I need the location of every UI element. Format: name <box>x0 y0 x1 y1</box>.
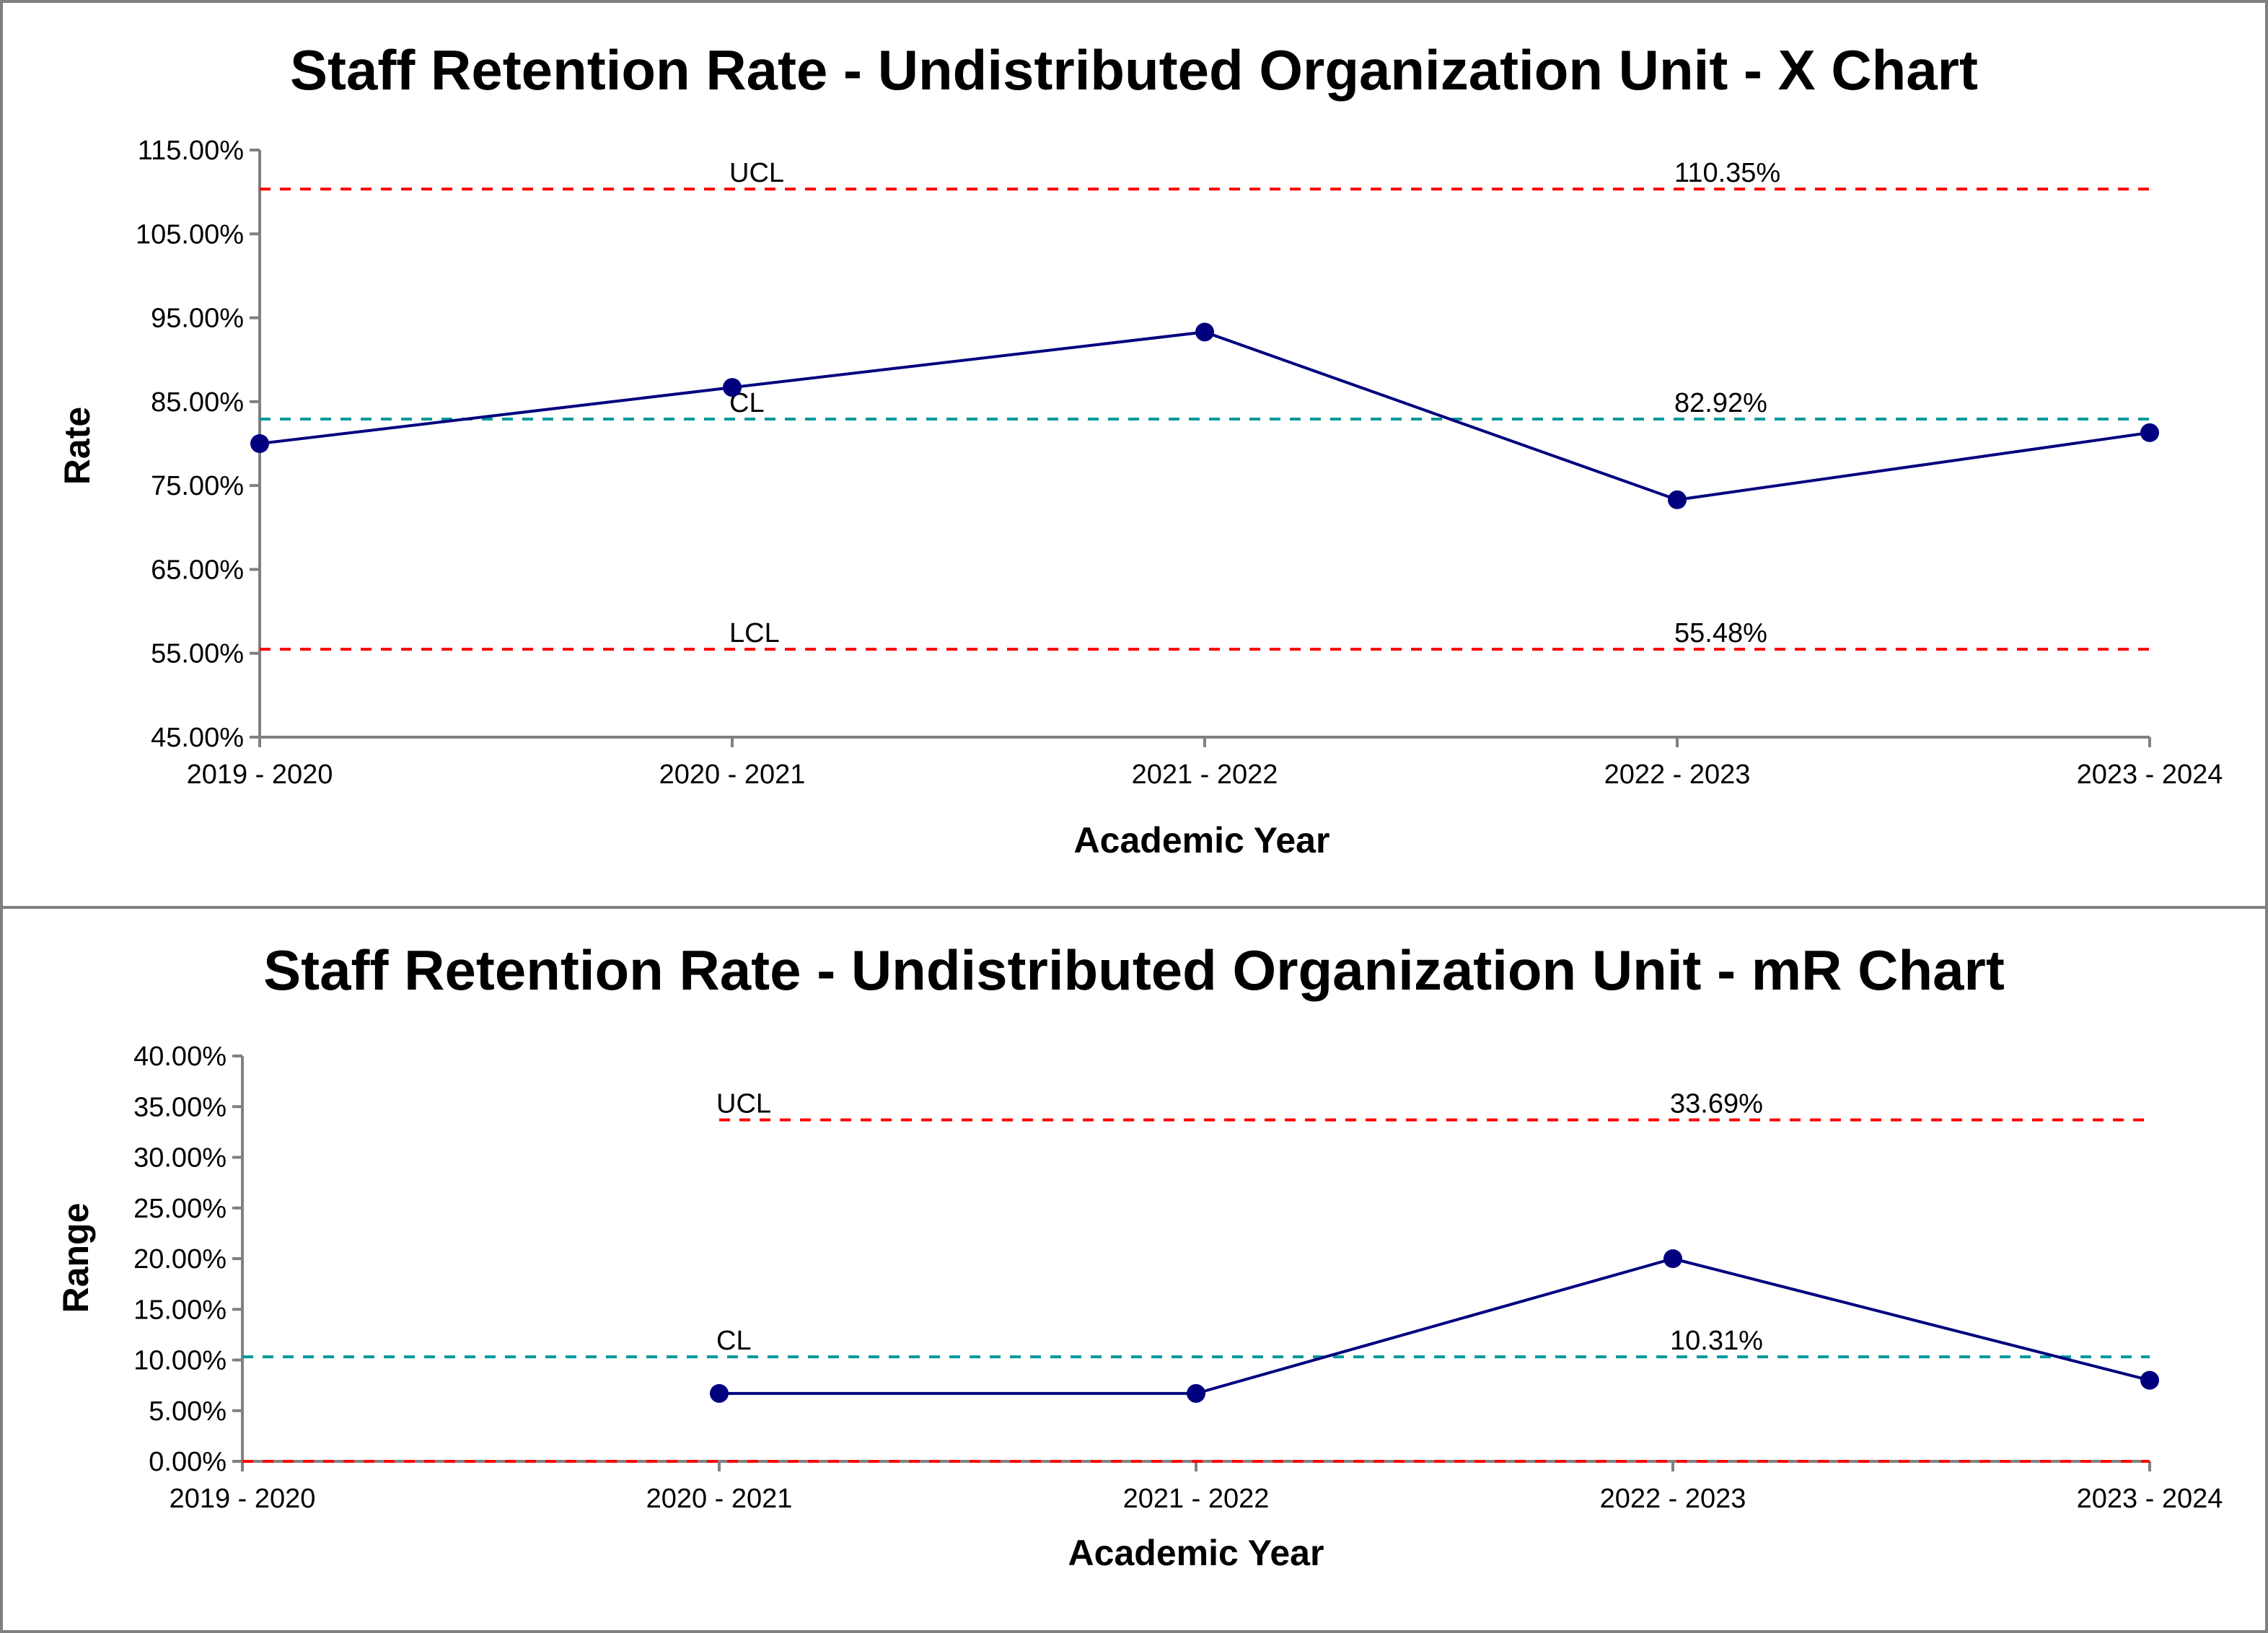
x-chart-x-tick-label: 2023 - 2024 <box>2077 760 2223 790</box>
x-chart-data-point <box>1668 490 1687 509</box>
mr-chart-y-tick-label: 10.00% <box>133 1346 227 1376</box>
mr-chart-x-axis-title: Academic Year <box>1068 1533 1324 1573</box>
x-chart-series-line <box>259 330 2150 501</box>
mr-chart-x-tick-label: 2023 - 2024 <box>2077 1484 2223 1514</box>
mr-chart-y-tick-label: 0.00% <box>149 1447 227 1477</box>
mr-chart-y-tick-label: 25.00% <box>133 1194 227 1224</box>
x-chart-x-tick-label: 2019 - 2020 <box>187 760 333 790</box>
x-chart-data-point <box>2140 423 2159 442</box>
mr-chart-y-tick-label: 40.00% <box>133 1042 227 1072</box>
x-chart-lcl-label: LCL <box>729 618 780 648</box>
mr-chart-cl-label: CL <box>716 1326 752 1356</box>
x-chart-y-tick-label: 55.00% <box>151 639 244 669</box>
x-chart-title: Staff Retention Rate - Undistributed Org… <box>290 38 1978 102</box>
mr-chart-y-axis-title: Range <box>56 1203 96 1313</box>
x-chart-x-axis-title: Academic Year <box>1074 820 1330 860</box>
x-chart-y-tick-label: 85.00% <box>151 387 244 418</box>
mr-chart-y-tick-label: 35.00% <box>133 1092 227 1122</box>
mr-chart-title: Staff Retention Rate - Undistributed Org… <box>263 938 2005 1002</box>
mr-chart-x-tick-label: 2019 - 2020 <box>170 1484 316 1514</box>
mr-chart: Staff Retention Rate - Undistributed Org… <box>56 938 2223 1573</box>
x-chart-panel: Staff Retention Rate - Undistributed Org… <box>0 0 2268 912</box>
mr-chart-x-tick-label: 2021 - 2022 <box>1123 1484 1270 1514</box>
mr-chart-panel: Staff Retention Rate - Undistributed Org… <box>0 906 2268 1633</box>
x-chart-x-tick-label: 2020 - 2021 <box>659 760 806 790</box>
x-chart-ucl-label: UCL <box>729 158 784 188</box>
x-chart-ucl-value-label: 110.35% <box>1674 158 1780 188</box>
mr-chart-y-tick-label: 20.00% <box>133 1244 227 1275</box>
x-chart-data-point <box>250 434 269 453</box>
x-chart-data-point <box>723 378 742 397</box>
mr-chart-y-tick-label: 15.00% <box>133 1295 227 1325</box>
x-chart-y-tick-label: 115.00% <box>138 136 244 166</box>
mr-chart-x-tick-label: 2022 - 2023 <box>1600 1484 1746 1514</box>
mr-chart-ucl-value-label: 33.69% <box>1670 1089 1763 1119</box>
x-chart-data-point <box>1195 322 1214 342</box>
mr-chart-ucl-label: UCL <box>716 1089 771 1119</box>
x-chart-y-tick-label: 75.00% <box>151 471 244 501</box>
x-chart-y-tick-label: 95.00% <box>151 304 244 334</box>
mr-chart-series-line <box>719 1256 2150 1395</box>
x-chart-lcl-value-label: 55.48% <box>1674 618 1767 648</box>
x-chart-x-tick-label: 2021 - 2022 <box>1132 760 1278 790</box>
x-chart-x-tick-label: 2022 - 2023 <box>1604 760 1751 790</box>
mr-chart-y-tick-label: 5.00% <box>149 1396 227 1427</box>
mr-chart-data-point <box>2140 1370 2159 1390</box>
x-chart-y-tick-label: 45.00% <box>151 723 244 753</box>
x-chart-y-tick-label: 105.00% <box>136 219 244 250</box>
mr-chart-data-point <box>1663 1249 1682 1268</box>
x-chart: Staff Retention Rate - Undistributed Org… <box>57 38 2223 860</box>
mr-chart-data-point <box>1187 1383 1205 1403</box>
x-chart-y-axis-title: Rate <box>57 407 97 485</box>
mr-chart-x-tick-label: 2020 - 2021 <box>646 1484 793 1514</box>
mr-chart-data-point <box>710 1383 729 1403</box>
x-chart-y-tick-label: 65.00% <box>151 555 244 585</box>
x-chart-cl-value-label: 82.92% <box>1674 388 1767 418</box>
mr-chart-cl-value-label: 10.31% <box>1670 1326 1763 1356</box>
mr-chart-y-tick-label: 30.00% <box>133 1143 227 1174</box>
